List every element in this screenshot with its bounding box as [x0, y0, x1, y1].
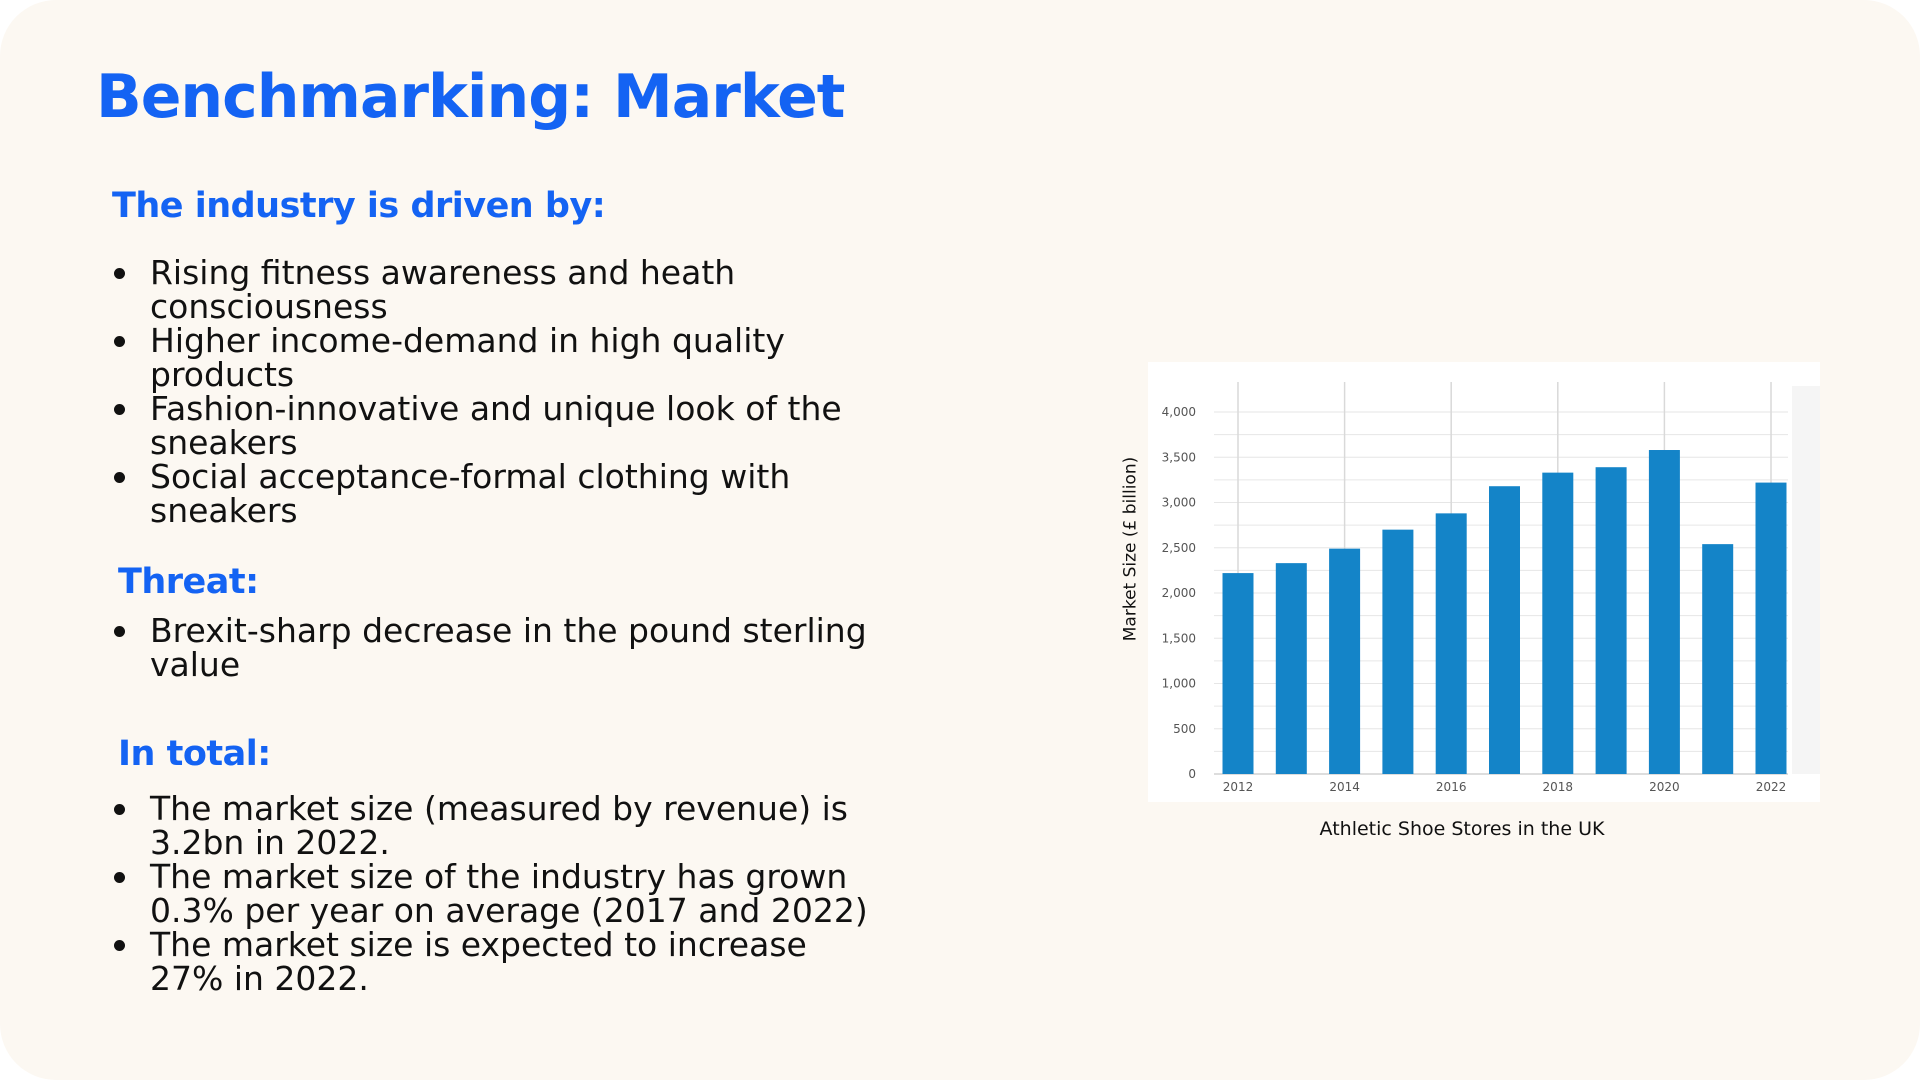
x-tick-label: 2018 [1543, 780, 1574, 794]
y-tick-layer: 0 500 1,000 1,500 2,000 2,500 3,000 3,500 4,000 [1162, 405, 1196, 781]
threat-list: Brexit-sharp decrease in the pound sterl… [112, 614, 872, 682]
x-tick-label: 2020 [1649, 780, 1680, 794]
list-item: The market size (measured by revenue) is… [112, 792, 872, 860]
y-axis-label: Market Size (£ billion) [1108, 412, 1152, 686]
y-tick-label: 3,500 [1162, 450, 1196, 464]
total-heading: In total: [118, 734, 271, 774]
chart-panel: 0 500 1,000 1,500 2,000 2,500 3,000 3,500 4,000 … [1148, 362, 1820, 802]
bar-2018 [1542, 472, 1574, 774]
x-tick-layer: 2012 2014 2016 2018 2020 2022 [1223, 780, 1787, 794]
list-item: Brexit-sharp decrease in the pound sterl… [112, 614, 872, 682]
bar-2012 [1222, 573, 1254, 774]
y-tick-label: 1,000 [1162, 677, 1196, 691]
bar-2017 [1489, 486, 1520, 774]
drivers-list: Rising fitness awareness and heath consc… [112, 256, 872, 528]
x-tick-label: 2022 [1756, 780, 1787, 794]
bar-2015 [1382, 529, 1414, 774]
bar-2021 [1702, 544, 1734, 774]
bar-2014 [1329, 548, 1361, 774]
list-item: Higher income-demand in high quality pro… [112, 324, 872, 392]
y-tick-label: 2,000 [1162, 586, 1196, 600]
drivers-heading: The industry is driven by: [112, 186, 606, 226]
x-tick-label: 2014 [1329, 780, 1360, 794]
list-item: The market size of the industry has grow… [112, 860, 872, 928]
total-list: The market size (measured by revenue) is… [112, 792, 872, 996]
bar-chart: 05001,0001,5002,0002,5003,0003,5004,000 … [1162, 382, 1820, 794]
y-tick-label: 0 [1188, 767, 1196, 781]
bar-2020 [1648, 450, 1680, 774]
y-axis-label-text: Market Size (£ billion) [1120, 456, 1140, 642]
list-item: Rising fitness awareness and heath consc… [112, 256, 872, 324]
y-tick-label: 2,500 [1162, 541, 1196, 555]
bar-2013 [1275, 563, 1307, 774]
bar-layer [1222, 450, 1787, 774]
list-item: The market size is expected to increase … [112, 928, 872, 996]
list-item: Social acceptance-formal clothing with s… [112, 460, 872, 528]
threat-heading: Threat: [118, 562, 259, 602]
list-item: Fashion-innovative and unique look of th… [112, 392, 872, 460]
x-tick-label: 2016 [1436, 780, 1467, 794]
y-tick-label: 4,000 [1162, 405, 1196, 419]
chart-caption: Athletic Shoe Stores in the UK [1319, 818, 1605, 840]
bar-2022 [1755, 482, 1787, 774]
y-tick-label: 3,000 [1162, 496, 1196, 510]
page-title: Benchmarking: Market [96, 62, 845, 132]
y-tick-label: 1,500 [1162, 631, 1196, 645]
chart-side-panel [1792, 386, 1820, 774]
bar-2016 [1435, 513, 1467, 774]
y-tick-label: 500 [1173, 722, 1196, 736]
x-tick-label: 2012 [1223, 780, 1254, 794]
bar-2019 [1595, 467, 1627, 774]
